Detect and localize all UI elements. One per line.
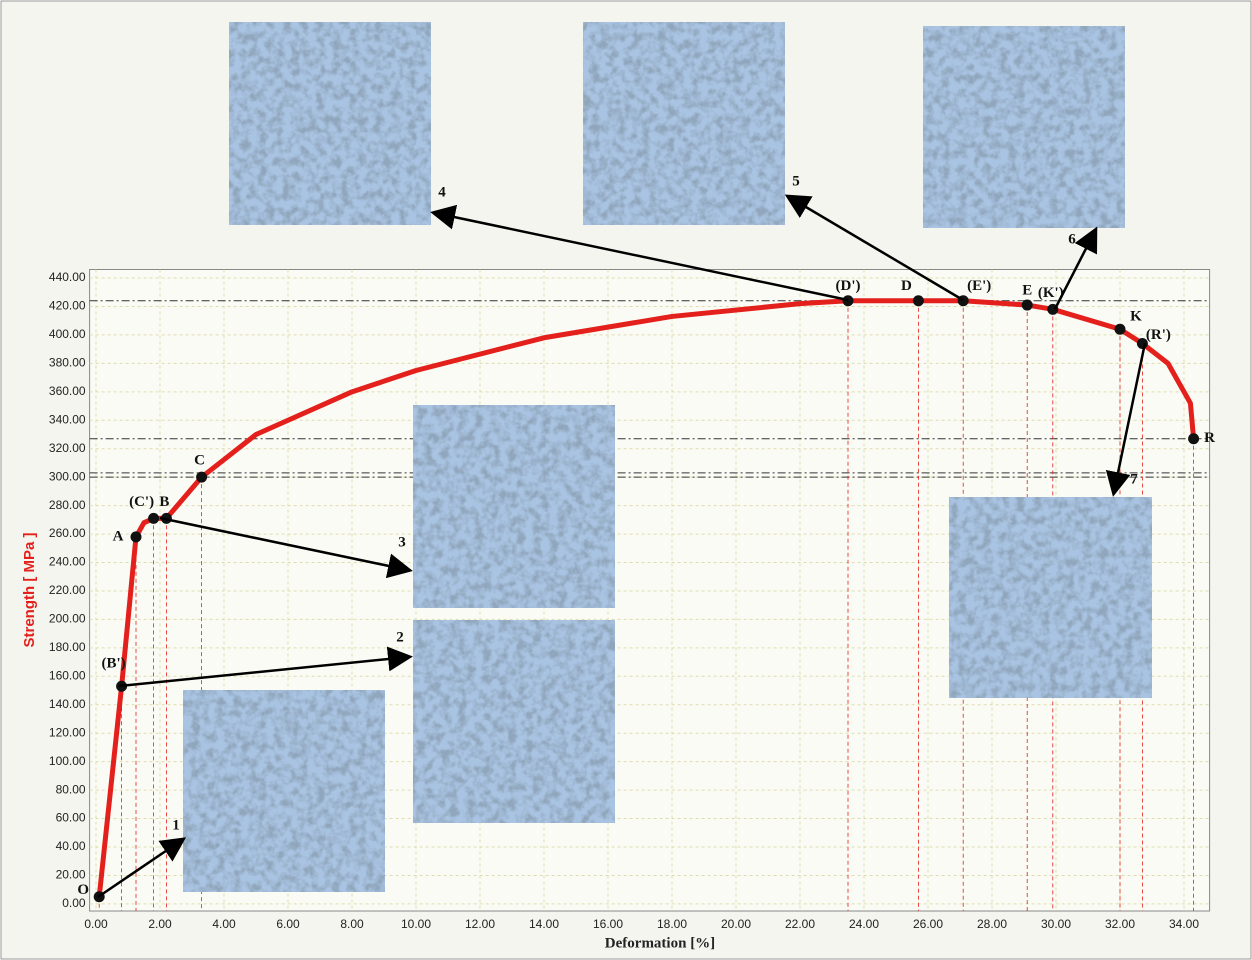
x-tick-label: 14.00 bbox=[529, 917, 559, 931]
micrograph-label: 4 bbox=[438, 184, 446, 200]
point bbox=[842, 295, 854, 307]
y-tick-label: 140.00 bbox=[49, 697, 86, 711]
arrow bbox=[1105, 342, 1147, 497]
point-label: B bbox=[159, 494, 169, 510]
micrograph-label: 6 bbox=[1068, 231, 1076, 247]
y-tick-label: 320.00 bbox=[49, 441, 86, 455]
micrograph bbox=[949, 497, 1152, 698]
x-tick-label: 16.00 bbox=[593, 917, 623, 931]
point bbox=[912, 295, 924, 307]
point bbox=[196, 471, 208, 483]
x-tick-label: 32.00 bbox=[1105, 917, 1135, 931]
y-tick-label: 340.00 bbox=[49, 412, 86, 426]
arrow bbox=[784, 194, 964, 302]
point-label: R bbox=[1204, 430, 1215, 446]
x-tick-label: 2.00 bbox=[148, 917, 172, 931]
y-tick-label: 380.00 bbox=[49, 356, 86, 370]
y-tick-label: 420.00 bbox=[49, 299, 86, 313]
point-label: C bbox=[194, 453, 205, 469]
y-tick-label: 80.00 bbox=[56, 782, 86, 796]
x-tick-label: 10.00 bbox=[401, 917, 431, 931]
y-tick-label: 160.00 bbox=[49, 668, 86, 682]
point-label: (B') bbox=[102, 656, 126, 672]
point-label: (C') bbox=[129, 494, 154, 510]
micrograph bbox=[183, 690, 385, 892]
y-tick-label: 280.00 bbox=[49, 498, 86, 512]
y-tick-label: 300.00 bbox=[49, 469, 86, 483]
point-label: K bbox=[1130, 309, 1142, 325]
point-label: D bbox=[901, 278, 912, 294]
point bbox=[130, 531, 142, 543]
y-tick-label: 260.00 bbox=[49, 526, 86, 540]
y-tick-label: 220.00 bbox=[49, 583, 86, 597]
micrograph-label: 1 bbox=[172, 817, 180, 833]
y-tick-label: 100.00 bbox=[49, 754, 86, 768]
y-tick-label: 40.00 bbox=[56, 839, 86, 853]
y-tick-label: 440.00 bbox=[49, 270, 86, 284]
arrow bbox=[97, 837, 187, 899]
x-tick-label: 20.00 bbox=[721, 917, 751, 931]
y-tick-label: 400.00 bbox=[49, 327, 86, 341]
micrograph-label: 5 bbox=[792, 173, 800, 189]
point-label: (K') bbox=[1038, 285, 1064, 301]
y-tick-label: 0.00 bbox=[62, 896, 86, 910]
y-tick-label: 240.00 bbox=[49, 555, 86, 569]
micrograph-label: 2 bbox=[396, 629, 404, 645]
micrograph bbox=[923, 26, 1125, 228]
micrographs: 1 2 3 4 5 6 7 bbox=[97, 22, 1152, 899]
x-axis-label: Deformation [%] bbox=[605, 935, 715, 951]
micrograph bbox=[413, 405, 615, 608]
micrograph bbox=[583, 22, 785, 225]
y-tick-label: 200.00 bbox=[49, 612, 86, 626]
x-tick-label: 4.00 bbox=[212, 917, 236, 931]
x-tick-label: 30.00 bbox=[1041, 917, 1071, 931]
x-tick-label: 28.00 bbox=[977, 917, 1007, 931]
y-tick-label: 360.00 bbox=[49, 384, 86, 398]
x-tick-label: 8.00 bbox=[340, 917, 364, 931]
y-axis-label: Strength [ MPa ] bbox=[21, 532, 38, 647]
micrograph-label: 3 bbox=[398, 534, 406, 550]
micrograph bbox=[229, 22, 431, 225]
point-label: E bbox=[1022, 282, 1032, 298]
point-label: (D') bbox=[836, 278, 861, 294]
x-tick-label: 6.00 bbox=[276, 917, 300, 931]
arrow bbox=[1053, 226, 1098, 310]
data-layer: O (B') A (C') B C (D') D (E') E (K') K(R') R bbox=[77, 278, 1215, 911]
y-tick-label: 20.00 bbox=[56, 868, 86, 882]
point-label: A bbox=[113, 528, 124, 544]
point bbox=[1188, 433, 1200, 445]
x-tick-label: 22.00 bbox=[785, 917, 815, 931]
point bbox=[1114, 323, 1126, 335]
x-tick-label: 18.00 bbox=[657, 917, 687, 931]
micrograph-label: 7 bbox=[1130, 471, 1138, 487]
x-tick-label: 34.00 bbox=[1169, 917, 1199, 931]
arrow bbox=[159, 516, 413, 579]
point bbox=[1021, 299, 1033, 311]
arrow bbox=[430, 204, 849, 302]
x-tick-label: 26.00 bbox=[913, 917, 943, 931]
y-tick-label: 60.00 bbox=[56, 811, 86, 825]
x-tick-label: 0.00 bbox=[84, 917, 108, 931]
point-label: (E') bbox=[967, 278, 991, 294]
micrograph bbox=[413, 620, 615, 823]
point-label: (R') bbox=[1146, 327, 1171, 343]
x-tick-label: 12.00 bbox=[465, 917, 495, 931]
point bbox=[148, 512, 160, 524]
point-label: O bbox=[77, 882, 89, 898]
x-tick-label: 24.00 bbox=[849, 917, 879, 931]
y-tick-label: 120.00 bbox=[49, 725, 86, 739]
y-tick-label: 180.00 bbox=[49, 640, 86, 654]
arrow bbox=[118, 646, 413, 688]
